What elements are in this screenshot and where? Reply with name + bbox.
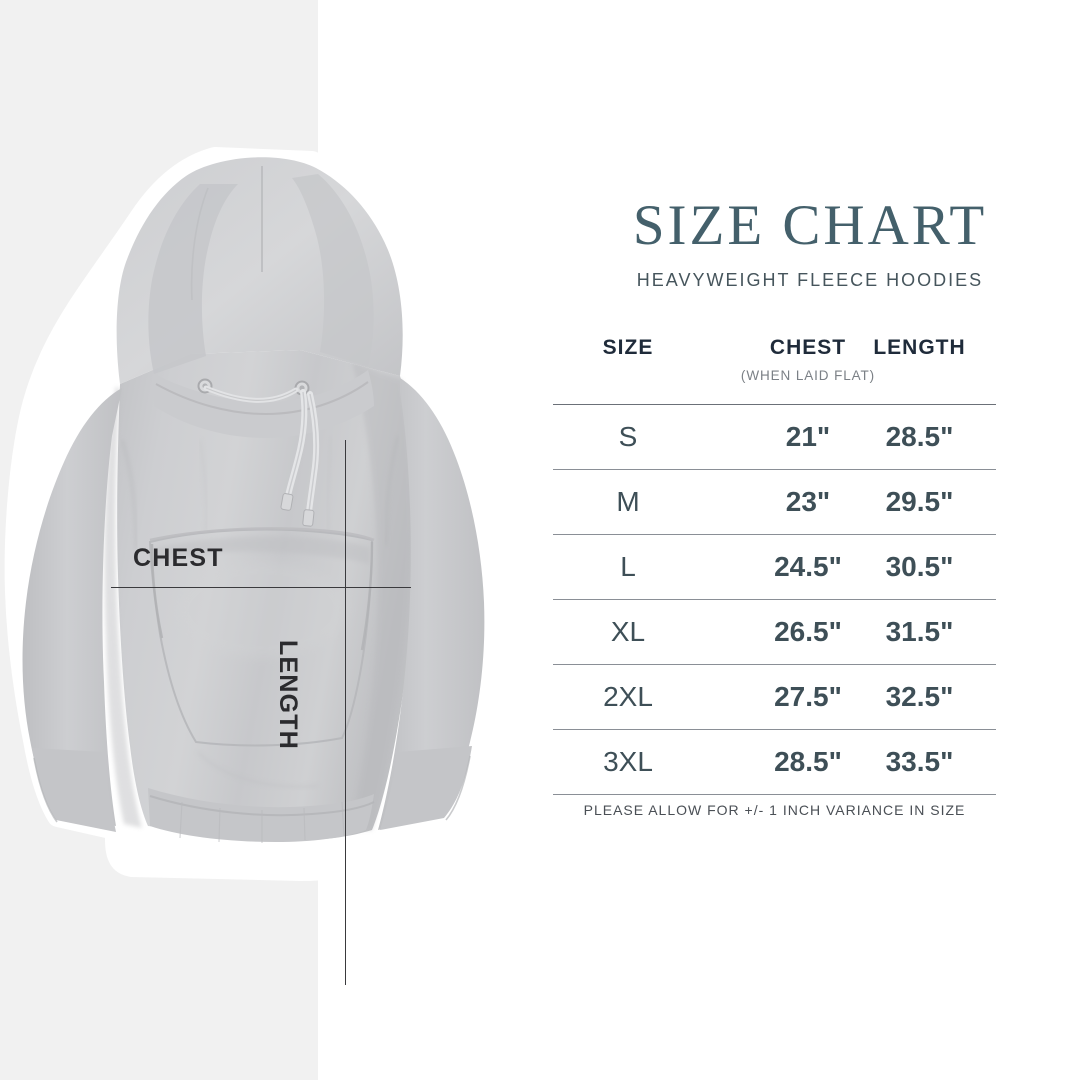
page-subtitle: HEAVYWEIGHT FLEECE HOODIES <box>636 269 984 290</box>
cell-length: 33.5" <box>885 746 954 777</box>
hoodie-right-sleeve <box>378 378 485 830</box>
table-row: 3XL 28.5" 33.5" <box>553 730 996 794</box>
product-image-area: CHEST LENGTH <box>0 140 540 985</box>
table-rule <box>553 729 996 730</box>
table-row: XL 26.5" 31.5" <box>553 600 996 664</box>
table-header-row: SIZE CHEST LENGTH (WHEN LAID FLAT) <box>553 336 996 404</box>
column-header-length: LENGTH <box>873 336 966 359</box>
hoodie-pocket <box>148 527 375 747</box>
cell-chest: 27.5" <box>774 681 842 712</box>
hoodie-drawstrings <box>203 385 320 527</box>
table-rule <box>553 469 996 470</box>
size-table: SIZE CHEST LENGTH (WHEN LAID FLAT) S 21"… <box>553 336 996 795</box>
table-rule <box>553 664 996 665</box>
hoodie-left-sleeve <box>22 388 122 826</box>
hoodie-illustration <box>4 147 517 881</box>
cell-chest: 23" <box>785 486 831 517</box>
column-header-chest-note: (WHEN LAID FLAT) <box>740 368 876 383</box>
cell-size: L <box>620 551 636 582</box>
hoodie-collar <box>154 370 374 438</box>
table-rule <box>553 599 996 600</box>
table-rule-top <box>553 404 996 405</box>
cell-chest: 21" <box>785 421 831 452</box>
hoodie-image <box>0 140 540 900</box>
cell-length: 30.5" <box>885 551 954 582</box>
table-row: 2XL 27.5" 32.5" <box>553 665 996 729</box>
cell-chest: 28.5" <box>774 746 842 777</box>
column-header-chest: CHEST <box>769 336 847 359</box>
cell-chest: 24.5" <box>774 551 842 582</box>
table-rule <box>553 534 996 535</box>
chart-heading-group: SIZE CHART HEAVYWEIGHT FLEECE HOODIES <box>540 196 1080 291</box>
cell-size: M <box>616 486 640 517</box>
cell-size: 3XL <box>603 746 653 777</box>
cell-chest: 26.5" <box>774 616 842 647</box>
column-header-size: SIZE <box>602 336 654 359</box>
chest-measurement-label: CHEST <box>133 544 224 572</box>
table-row: M 23" 29.5" <box>553 470 996 534</box>
cell-length: 28.5" <box>885 421 954 452</box>
cell-length: 29.5" <box>885 486 954 517</box>
cell-size: XL <box>610 616 646 647</box>
chest-measurement-line <box>111 587 411 588</box>
cell-size: S <box>618 421 638 452</box>
table-rule-bottom <box>553 794 996 795</box>
cell-length: 32.5" <box>885 681 954 712</box>
cell-size: 2XL <box>603 681 653 712</box>
table-row: S 21" 28.5" <box>553 405 996 469</box>
variance-note: PLEASE ALLOW FOR +/- 1 INCH VARIANCE IN … <box>583 802 966 818</box>
page-title: SIZE CHART <box>632 194 988 257</box>
table-row: L 24.5" 30.5" <box>553 535 996 599</box>
cell-length: 31.5" <box>885 616 954 647</box>
size-chart-panel: SIZE CHART HEAVYWEIGHT FLEECE HOODIES SI… <box>540 0 1080 1080</box>
length-measurement-line <box>345 440 346 985</box>
length-measurement-label: LENGTH <box>274 640 302 750</box>
